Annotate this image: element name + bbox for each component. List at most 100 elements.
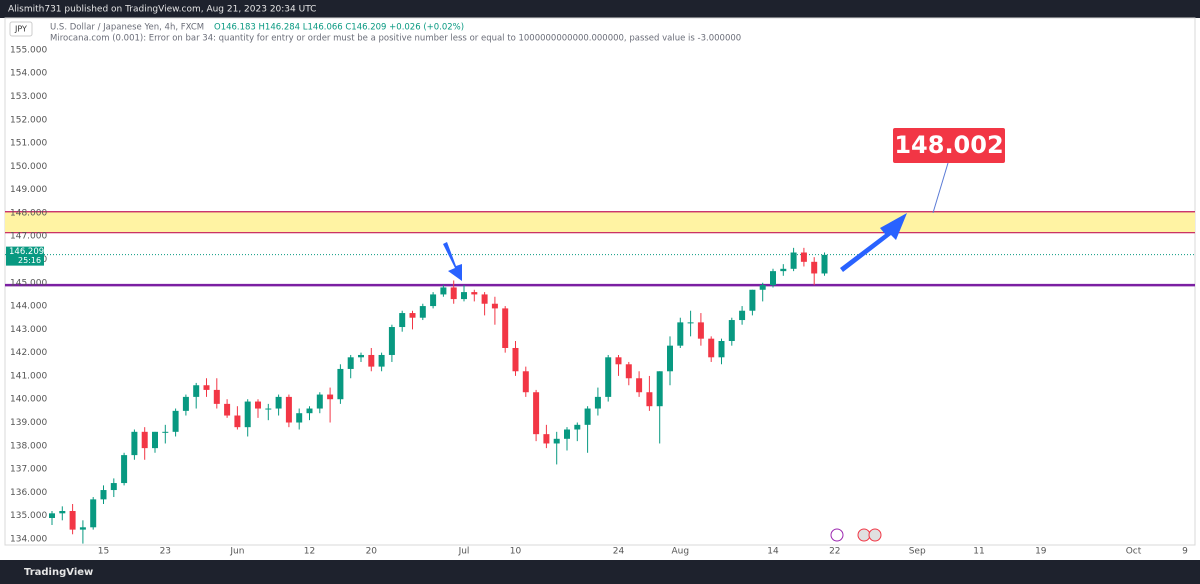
last-price-label: 146.209: [9, 247, 44, 257]
candle-body: [522, 371, 529, 393]
candle-body: [255, 401, 261, 409]
candle-body: [152, 431, 158, 449]
candle-body: [409, 313, 416, 318]
x-tick-label: Jul: [458, 547, 470, 557]
candle-body: [636, 378, 643, 393]
candle-body: [461, 292, 467, 300]
candle-body: [584, 408, 591, 425]
x-tick-label: 11: [973, 547, 984, 557]
ohlc-text: O146.183 H146.284 L146.066 C146.209 +0.0…: [214, 23, 464, 33]
candle-body: [646, 392, 653, 407]
y-tick-label: 145.000: [10, 278, 47, 288]
x-tick-label: 9: [1182, 547, 1188, 557]
x-tick-label: Sep: [909, 547, 926, 557]
y-tick-label: 136.000: [10, 488, 47, 498]
candle-body: [594, 396, 601, 409]
y-tick-label: 141.000: [10, 371, 47, 381]
x-tick-label: 10: [510, 547, 522, 557]
y-tick-label: 150.000: [10, 162, 47, 172]
symbol-title: U.S. Dollar / Japanese Yen, 4h, FXCM: [50, 23, 204, 33]
candle-body: [59, 511, 66, 514]
x-tick-label: 22: [829, 547, 840, 557]
published-text: Alismith731 published on TradingView.com…: [8, 5, 316, 15]
candle-body: [69, 511, 76, 530]
y-tick-label: 143.000: [10, 325, 47, 335]
target-box: [893, 128, 1005, 163]
candle-body: [564, 429, 570, 439]
event-icon: [830, 528, 844, 542]
x-tick-label: Oct: [1126, 547, 1142, 557]
x-tick-label: 19: [1035, 547, 1047, 557]
x-tick-label: 24: [613, 547, 625, 557]
candle-body: [224, 403, 231, 416]
y-tick-label: 137.000: [10, 465, 47, 475]
arrow-up: [840, 213, 907, 272]
candle-body: [306, 408, 313, 414]
candle-body: [419, 306, 426, 318]
candle-body: [388, 327, 395, 355]
candle-body: [512, 347, 519, 372]
x-tick-label: 14: [767, 547, 779, 557]
candle-body: [203, 385, 210, 390]
candle-body: [811, 261, 818, 274]
candle-body: [491, 303, 498, 309]
candle-body: [533, 392, 540, 435]
y-tick-label: 142.000: [10, 348, 47, 358]
candle-body: [728, 320, 735, 341]
candle-body: [316, 394, 323, 409]
candle-body: [667, 345, 673, 372]
candle-body: [605, 357, 612, 397]
candle-body: [718, 341, 725, 358]
y-tick-label: 139.000: [10, 418, 47, 428]
header-bar: [0, 0, 1200, 18]
candle-body: [450, 287, 457, 300]
x-tick-label: 12: [304, 547, 315, 557]
last-price-tag: [6, 246, 44, 266]
candle-body: [358, 354, 364, 358]
candle-body: [378, 354, 385, 367]
candle-body: [275, 396, 282, 409]
y-tick-label: 144.000: [10, 302, 47, 312]
x-tick-label: 15: [98, 547, 109, 557]
candle-body: [708, 338, 715, 358]
candle-body: [481, 294, 488, 304]
candle-body: [677, 322, 684, 346]
candle-body: [172, 410, 179, 432]
footer-bar: [0, 560, 1200, 584]
candle-body: [543, 434, 550, 444]
x-tick-label: 23: [160, 547, 171, 557]
candle-body: [182, 396, 189, 411]
y-tick-label: 148.000: [10, 208, 47, 218]
y-tick-label: 135.000: [10, 511, 47, 521]
candle-body: [265, 408, 272, 410]
candle-body: [553, 438, 560, 444]
candle-body: [131, 431, 138, 456]
candle-body: [347, 357, 354, 369]
candle-body: [121, 455, 128, 484]
ticker: JPY: [14, 25, 27, 34]
y-tick-label: 134.000: [10, 534, 47, 544]
x-tick-label: Jun: [229, 547, 244, 557]
indicator-text: Mirocana.com (0.001): Error on bar 34: q…: [50, 34, 741, 44]
candle-body: [79, 527, 86, 530]
candle-body: [296, 413, 303, 423]
y-tick-label: 138.000: [10, 441, 47, 451]
candle-body: [790, 252, 797, 269]
candle-body: [739, 310, 746, 321]
candle-body: [440, 287, 447, 295]
candle-body: [759, 285, 766, 290]
x-tick-label: Aug: [672, 547, 690, 557]
y-tick-label: 149.000: [10, 185, 47, 195]
candle-body: [821, 254, 828, 274]
candle-body: [770, 271, 776, 286]
plot-frame: [4, 17, 1196, 546]
y-tick-label: 151.000: [10, 139, 47, 149]
candle-body: [656, 371, 663, 407]
arrow-down: [443, 242, 462, 281]
candle-body: [244, 401, 251, 428]
candle-body: [502, 308, 509, 348]
y-tick-label: 152.000: [10, 115, 47, 125]
ticker-box: [9, 21, 33, 37]
